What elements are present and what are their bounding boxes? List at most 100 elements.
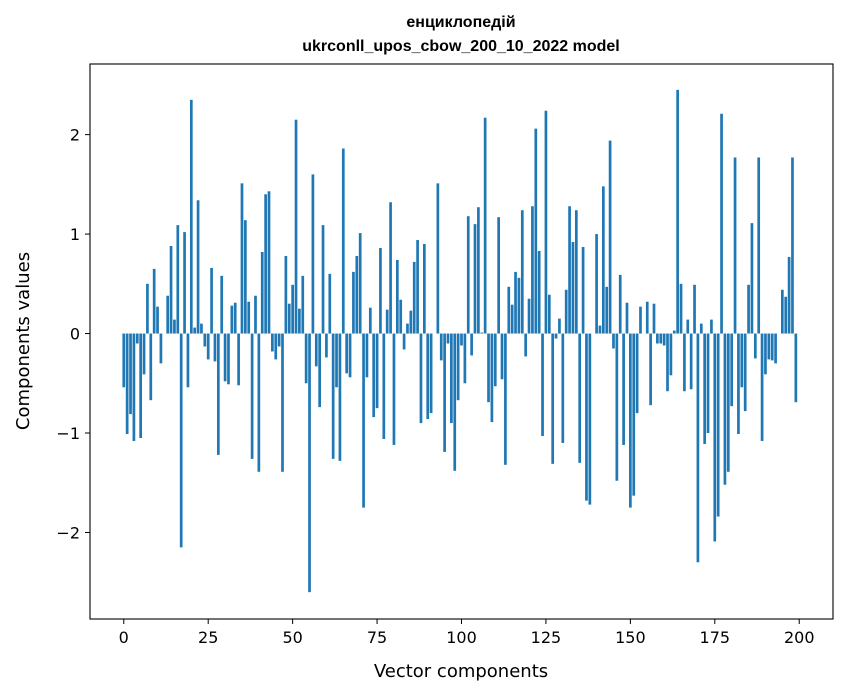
bar-54 <box>304 333 308 384</box>
bar-161 <box>666 333 669 392</box>
bar-128 <box>554 333 558 339</box>
bar-165 <box>679 283 683 334</box>
bar-27 <box>213 333 217 362</box>
bar-141 <box>598 325 602 334</box>
bar-137 <box>585 333 588 501</box>
y-tick-label: 0 <box>70 325 80 344</box>
y-tick-label: 1 <box>70 225 80 244</box>
plot-frame <box>89 63 834 620</box>
bar-105 <box>477 207 480 334</box>
bar-74 <box>372 333 376 418</box>
bar-197 <box>787 256 791 334</box>
bar-127 <box>551 333 555 464</box>
bar-78 <box>385 309 389 334</box>
bar-3 <box>132 333 136 441</box>
bar-51 <box>294 119 298 334</box>
bar-100 <box>460 333 463 346</box>
x-tick-label: 175 <box>700 628 731 647</box>
bar-117 <box>517 277 521 334</box>
bar-40 <box>257 333 261 472</box>
bar-63 <box>335 333 338 388</box>
bar-47 <box>281 333 284 472</box>
bar-145 <box>612 333 615 349</box>
bar-184 <box>743 333 747 412</box>
bar-18 <box>183 232 186 334</box>
bar-135 <box>578 333 582 463</box>
bar-85 <box>409 310 413 334</box>
bar-36 <box>244 220 247 334</box>
bar-88 <box>419 333 423 424</box>
bar-95 <box>443 333 446 452</box>
bar-84 <box>406 323 409 334</box>
bar-157 <box>652 303 656 334</box>
bar-149 <box>625 302 629 334</box>
bar-67 <box>348 333 352 378</box>
bar-6 <box>142 333 146 375</box>
bar-186 <box>750 223 754 334</box>
bar-151 <box>632 333 636 496</box>
bar-97 <box>450 333 453 424</box>
bar-39 <box>254 295 257 334</box>
x-axis-ticks: 0 25 50 75 100 125 150 175 200 <box>119 619 815 647</box>
bar-72 <box>365 333 369 378</box>
bar-26 <box>210 267 213 334</box>
bar-126 <box>547 294 551 334</box>
bar-34 <box>237 333 240 386</box>
bar-114 <box>507 286 511 334</box>
bar-61 <box>328 273 332 334</box>
bar-188 <box>757 157 761 334</box>
bar-75 <box>375 333 379 409</box>
bar-146 <box>615 333 619 481</box>
bar-123 <box>537 250 541 334</box>
bar-28 <box>216 333 220 455</box>
bar-8 <box>149 333 153 401</box>
y-tick-label: −1 <box>56 424 80 443</box>
bar-53 <box>301 275 305 334</box>
bar-190 <box>764 333 767 375</box>
bar-167 <box>686 319 690 334</box>
bar-82 <box>399 299 403 334</box>
bar-195 <box>780 289 784 334</box>
bar-33 <box>233 302 237 334</box>
bar-132 <box>568 206 571 334</box>
bar-178 <box>723 333 727 485</box>
bar-182 <box>737 333 740 434</box>
bar-171 <box>699 323 703 334</box>
bar-86 <box>412 261 416 334</box>
y-axis-label: Components values <box>13 252 34 430</box>
bar-119 <box>524 333 528 357</box>
y-tick-label: −2 <box>56 523 80 542</box>
bar-22 <box>196 200 200 334</box>
bar-107 <box>483 117 487 334</box>
bar-134 <box>574 210 578 334</box>
bar-106 <box>480 332 484 334</box>
bar-144 <box>608 140 612 334</box>
bar-164 <box>676 89 679 334</box>
bar-30 <box>223 333 227 382</box>
bar-21 <box>193 327 197 334</box>
bar-175 <box>713 333 717 542</box>
bar-98 <box>453 333 457 471</box>
bar-177 <box>720 113 723 334</box>
bar-130 <box>561 333 565 443</box>
bar-23 <box>200 323 203 334</box>
bar-173 <box>706 333 710 433</box>
bar-50 <box>291 284 294 334</box>
bar-191 <box>767 333 771 360</box>
bar-38 <box>250 333 254 459</box>
bar-199 <box>794 333 798 403</box>
bar-183 <box>740 333 744 388</box>
bar-42 <box>264 194 267 334</box>
bar-118 <box>520 210 524 334</box>
bar-79 <box>389 202 392 334</box>
chart-subtitle: ukrconll_upos_cbow_200_10_2022 model <box>302 38 619 55</box>
bar-196 <box>784 296 788 334</box>
bar-152 <box>635 333 639 414</box>
bar-159 <box>659 333 663 344</box>
bar-96 <box>446 333 450 344</box>
bar-168 <box>689 333 693 390</box>
bar-14 <box>169 246 173 334</box>
bar-19 <box>186 333 190 388</box>
bar-179 <box>726 333 730 472</box>
bar-4 <box>135 333 139 344</box>
